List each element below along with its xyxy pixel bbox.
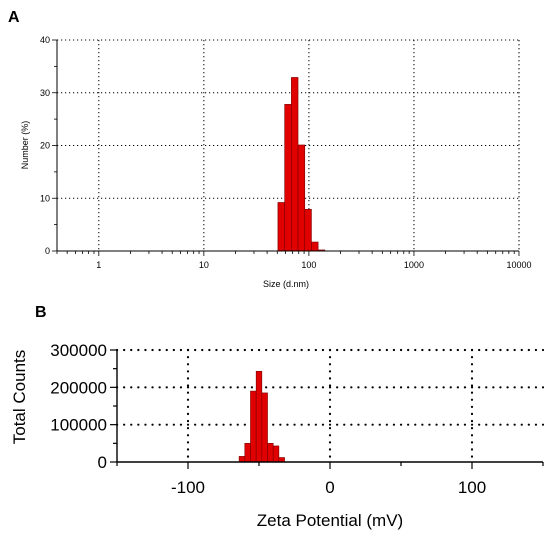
chart-a: 1 10 100 1000 10000 0 10 20 30 40 Size (d.nm) Nu… <box>20 35 532 289</box>
chart-a-y-tick-label: 10 <box>40 193 50 203</box>
chart-a-bar <box>297 144 306 252</box>
panel-b-letter: B <box>35 304 47 321</box>
chart-a-x-tick-label: 100 <box>301 260 316 270</box>
chart-a-x-tick-label: 1 <box>96 260 101 270</box>
chart-b-y-ticks: 0 100000 200000 300000 <box>50 341 107 472</box>
chart-a-y-tick-label: 40 <box>40 35 50 45</box>
chart-b-x-tick-label: -100 <box>171 478 205 497</box>
chart-b-bars <box>238 370 285 463</box>
chart-b-y-tick-label: 100000 <box>50 416 107 435</box>
chart-a-y-tick-label: 0 <box>45 246 50 256</box>
chart-b-axes <box>110 349 544 469</box>
chart-a-x-axis-label: Size (d.nm) <box>263 279 309 289</box>
chart-b-y-axis-label: Total Counts <box>10 350 29 445</box>
chart-b-bar <box>238 456 246 463</box>
chart-b-x-axis-label: Zeta Potential (mV) <box>257 511 403 530</box>
chart-b-bar <box>267 443 274 463</box>
chart-a-y-ticks: 0 10 20 30 40 <box>40 35 50 256</box>
chart-b-x-tick-label: 0 <box>325 478 334 497</box>
chart-a-grid <box>57 39 520 251</box>
chart-a-x-ticks: 1 10 100 1000 10000 <box>96 260 531 270</box>
chart-a-bar <box>311 241 319 252</box>
chart-a-bar <box>304 209 312 252</box>
chart-b-y-tick-label: 0 <box>98 453 107 472</box>
panel-a-letter: A <box>8 9 20 26</box>
chart-b-bar <box>272 445 280 463</box>
chart-b-grid <box>115 348 545 464</box>
chart-a-bar <box>291 77 299 252</box>
chart-b-bar <box>255 370 263 463</box>
chart-a-bar <box>277 202 285 252</box>
chart-a-bars <box>277 77 326 252</box>
chart-b: -100 0 100 0 100000 200000 300000 Zeta Potent… <box>10 341 545 530</box>
chart-a-y-axis-label: Number (%) <box>20 121 30 170</box>
chart-a-y-tick-label: 20 <box>40 141 50 151</box>
chart-b-x-tick-label: 100 <box>458 478 486 497</box>
chart-a-x-tick-label: 1000 <box>404 260 424 270</box>
chart-a-x-tick-label: 10000 <box>506 260 531 270</box>
chart-b-y-tick-label: 200000 <box>50 378 107 397</box>
chart-b-bar <box>244 443 251 463</box>
chart-b-y-tick-label: 300000 <box>50 341 107 360</box>
chart-a-bar <box>284 104 292 252</box>
chart-a-y-tick-label: 30 <box>40 88 50 98</box>
chart-a-x-tick-label: 10 <box>199 260 209 270</box>
chart-b-x-ticks: -100 0 100 <box>171 478 486 497</box>
chart-b-bar <box>250 390 257 463</box>
chart-a-axes <box>52 39 520 256</box>
chart-b-bar <box>261 392 268 463</box>
